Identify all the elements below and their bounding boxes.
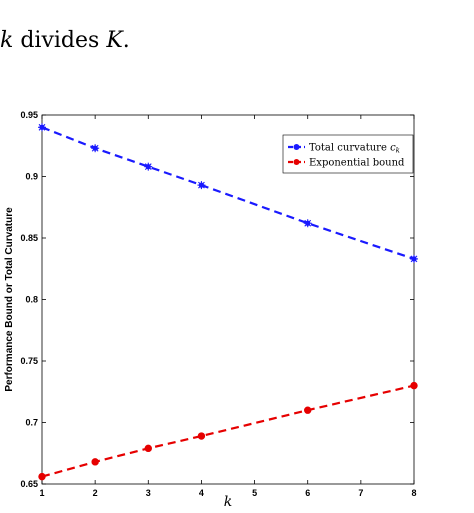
y-tick-label: 0.7: [25, 418, 38, 428]
caption-text: k divides K.: [0, 28, 130, 53]
y-axis-title: Performance Bound or Total Curvature: [4, 207, 15, 392]
caption-end: .: [122, 28, 130, 53]
legend: Total curvature ck Exponential bound: [282, 134, 414, 174]
legend-label: Total curvature ck: [309, 143, 400, 155]
x-tick-label: 8: [411, 488, 416, 498]
x-tick-label: 7: [358, 488, 363, 498]
data-point: [304, 406, 312, 414]
legend-label-math: c: [390, 143, 396, 154]
plot-frame: [41, 114, 415, 485]
caption-var-k: k: [0, 28, 14, 53]
data-point: [410, 381, 418, 390]
x-tick-label: 5: [252, 488, 257, 498]
y-tick-label: 0.9: [25, 172, 38, 182]
x-tick-label: 2: [93, 488, 98, 498]
data-point-arm: [198, 181, 205, 189]
x-tick-label: 4: [199, 488, 204, 498]
legend-box: [282, 134, 414, 174]
data-point: [197, 432, 206, 440]
y-axis: 0.65 0.7 0.75 0.8 0.85 0.9 0.95: [20, 110, 414, 489]
data-point: [91, 458, 99, 466]
legend-label-text: Total curvature: [309, 143, 387, 154]
x-axis: 1 2 3 4 5 6 7 8: [39, 115, 417, 498]
y-tick-label: 0.95: [20, 110, 38, 120]
data-point-arm: [144, 163, 152, 171]
data-point-arm: [91, 144, 99, 152]
data-point: [303, 219, 312, 228]
legend-label-text: Exponential bound: [309, 158, 405, 169]
x-tick-label: 6: [305, 488, 310, 498]
data-point-arm: [304, 219, 312, 227]
data-point: [410, 254, 418, 263]
plot-frame-group: [41, 114, 415, 485]
y-tick-label: 0.8: [25, 295, 38, 305]
legend-label: Exponential bound: [309, 158, 405, 169]
y-tick-label: 0.85: [20, 233, 38, 243]
data-point: [144, 162, 153, 171]
data-point: [38, 472, 46, 481]
legend-marker: [293, 144, 300, 150]
caption-var-K: K: [106, 28, 123, 53]
data-point: [197, 181, 206, 190]
y-tick-label: 0.65: [20, 479, 38, 489]
legend-entry-1: Exponential bound: [288, 158, 405, 169]
series-1: [38, 381, 418, 481]
legend-marker: [293, 159, 300, 165]
x-axis-title: k: [224, 494, 232, 510]
caption-middle: divides: [13, 28, 107, 53]
data-point: [91, 144, 100, 153]
series-layer: [38, 123, 418, 481]
data-point-arm: [410, 255, 418, 263]
x-tick-label: 3: [146, 488, 151, 498]
data-point: [38, 123, 46, 132]
legend-label-subscript: k: [396, 147, 400, 155]
x-tick-label: 1: [39, 488, 44, 498]
series-line: [41, 126, 415, 260]
series-0: [38, 123, 418, 263]
data-point: [144, 444, 152, 453]
legend-entry-0: Total curvature ck: [288, 143, 400, 155]
y-tick-label: 0.75: [20, 356, 38, 366]
series-line: [41, 384, 415, 478]
data-point-arm: [38, 123, 46, 131]
